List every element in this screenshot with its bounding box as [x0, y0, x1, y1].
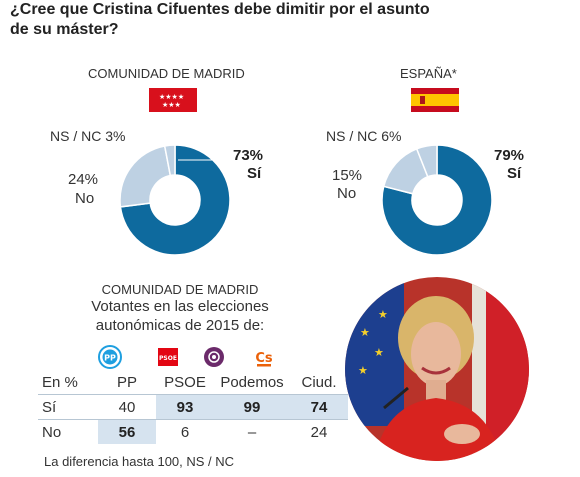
corner-label: En %	[38, 370, 98, 395]
psoe-logo-icon: PSOE	[158, 348, 178, 366]
cell-no-ciud: 24	[310, 423, 328, 441]
podemos-logo-icon	[204, 347, 224, 367]
col-header-ciud: Ciud.	[290, 370, 348, 395]
svg-text:★★★: ★★★	[162, 101, 181, 109]
svg-text:PP: PP	[104, 354, 116, 363]
table-section-header: COMUNIDAD DE MADRID Votantes en las elec…	[60, 282, 300, 335]
col-header-podemos: Podemos	[214, 370, 290, 395]
cell-si-ciud: 74	[290, 394, 348, 420]
cell-si-psoe: 93	[156, 394, 214, 420]
madrid-slice-s	[119, 144, 231, 256]
svg-text:★: ★	[358, 364, 368, 377]
region-label-madrid: COMUNIDAD DE MADRID	[88, 66, 245, 81]
votes-table: En % PP PSOE Podemos Ciud. Sí 40 93 99 7…	[38, 370, 348, 444]
table-subtitle-line2: autonómicas de 2015 de:	[95, 317, 265, 334]
spain-yes-pct: 79%	[494, 147, 524, 164]
svg-text:★★★★: ★★★★	[159, 93, 184, 101]
spain-no-label: No	[337, 185, 356, 202]
spain-no-pct: 15%	[332, 167, 362, 184]
table-header-row: En % PP PSOE Podemos Ciud.	[38, 370, 348, 395]
cell-no-pp: 56	[98, 419, 156, 444]
madrid-no-pct: 24%	[68, 171, 98, 188]
madrid-nsnc-label: NS / NC 3%	[50, 128, 125, 144]
madrid-yes-pct: 73%	[233, 147, 263, 164]
cell-si-pp: 40	[98, 394, 156, 420]
svg-text:★: ★	[360, 326, 370, 339]
spain-nsnc-label: NS / NC 6%	[326, 128, 401, 144]
flag-comunidad-de-madrid-icon: ★★★★ ★★★	[149, 88, 197, 112]
table-row-si: Sí 40 93 99 74	[38, 394, 348, 420]
spain-slice-ns-nc	[415, 144, 438, 178]
donut-madrid	[119, 144, 231, 256]
svg-text:PSOE: PSOE	[159, 355, 177, 362]
madrid-slice-ns-nc	[163, 144, 176, 177]
page-title: ¿Cree que Cristina Cifuentes debe dimiti…	[10, 1, 430, 38]
col-header-pp: PP	[98, 370, 156, 395]
region-label-spain: ESPAÑA*	[400, 66, 457, 81]
ciudadanos-logo-icon: Cs	[255, 351, 273, 367]
table-row-no: No 56 6 – 24	[38, 419, 348, 444]
footnote: La diferencia hasta 100, NS / NC	[44, 454, 235, 469]
donut-spain	[381, 144, 493, 256]
col-header-psoe: PSOE	[156, 370, 214, 395]
pp-logo-icon: PP	[98, 345, 122, 369]
svg-text:Cs: Cs	[255, 351, 273, 366]
table-section-title: COMUNIDAD DE MADRID	[101, 282, 259, 297]
row-label-no: No	[42, 423, 62, 441]
table-subtitle-line1: Votantes en las elecciones	[91, 298, 269, 315]
spain-yes-label: Sí	[507, 165, 522, 182]
madrid-yes-label: Sí	[247, 165, 262, 182]
flag-spain-icon	[411, 88, 459, 112]
cell-no-podemos: –	[247, 423, 257, 441]
donut-charts: ★★★★ ★★★ NS / NC 3% 24% No 73% Sí NS / N…	[50, 88, 524, 256]
madrid-no-label: No	[75, 190, 94, 207]
spain-slice-s	[381, 144, 493, 256]
svg-text:★: ★	[378, 308, 388, 321]
cell-no-psoe: 6	[180, 423, 190, 441]
row-label-si: Sí	[38, 394, 98, 420]
portrait-photo: ★ ★ ★ ★ ★	[345, 277, 529, 461]
svg-text:★: ★	[362, 296, 372, 309]
svg-text:★: ★	[374, 346, 384, 359]
cell-si-podemos: 99	[214, 394, 290, 420]
madrid-slice-no	[119, 145, 172, 208]
